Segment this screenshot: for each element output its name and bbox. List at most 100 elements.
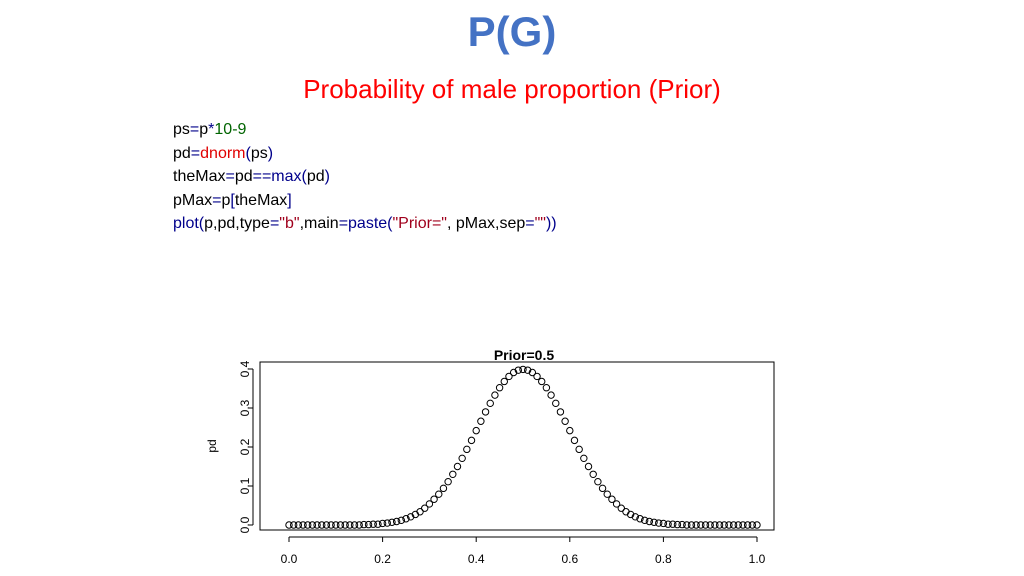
data-point (369, 520, 377, 528)
code-token: pd (173, 144, 191, 162)
code-token: p (221, 191, 231, 209)
x-tick-label: 0.8 (655, 552, 672, 566)
data-point (640, 516, 649, 525)
data-point (341, 521, 349, 529)
code-token: ( (198, 215, 205, 232)
data-point (566, 426, 574, 435)
data-point (299, 521, 307, 529)
data-point (659, 519, 668, 528)
data-point (355, 521, 363, 529)
code-token: [ (230, 191, 235, 209)
y-tick-label: 0.2 (238, 438, 252, 455)
data-point (636, 515, 644, 523)
code-token: = (269, 215, 280, 232)
code-line: theMax=pd==max(pd) (173, 165, 557, 189)
data-point (481, 408, 490, 416)
data-point (683, 521, 691, 529)
x-tick-label: 0.0 (281, 552, 298, 566)
data-point (491, 391, 499, 399)
code-token: == (252, 168, 272, 185)
code-token: "" (534, 215, 546, 232)
y-tick-label: 0.0 (238, 516, 252, 533)
y-tick-label: 0.3 (238, 399, 252, 416)
code-token: = (190, 144, 201, 162)
code-line: pMax=p[theMax] (173, 189, 557, 213)
data-point (435, 490, 443, 498)
data-point (692, 521, 700, 529)
data-point (304, 521, 312, 529)
data-point (313, 521, 321, 529)
data-point (570, 436, 579, 445)
code-line: ps=p*10-9 (173, 118, 557, 142)
x-tick-label: 0.6 (561, 552, 578, 566)
y-tick-label: 0.1 (238, 477, 252, 494)
code-token: max (271, 168, 302, 185)
data-point (318, 521, 326, 529)
data-point (547, 391, 555, 399)
data-point (500, 377, 508, 386)
data-point (416, 508, 424, 516)
data-point (346, 521, 354, 529)
data-point (472, 426, 480, 435)
data-point (388, 518, 396, 526)
x-tick-label: 0.4 (468, 552, 485, 566)
data-point (673, 520, 682, 529)
code-token: pMax (173, 191, 213, 209)
y-axis-label: pd (205, 439, 219, 452)
data-point (626, 510, 635, 519)
data-point (406, 513, 415, 521)
data-point (598, 484, 607, 493)
code-token: = (525, 215, 535, 232)
data-point (617, 504, 625, 512)
data-point (729, 521, 738, 529)
data-point (519, 365, 527, 374)
data-point (538, 377, 546, 386)
code-token: theMax (173, 168, 226, 185)
data-point (589, 470, 597, 479)
data-point (556, 408, 565, 416)
code-token: , pMax,sep (446, 215, 526, 232)
x-tick-label: 0.2 (374, 552, 391, 566)
data-point (734, 521, 742, 529)
data-point (449, 470, 457, 479)
data-point (748, 521, 757, 529)
data-point (289, 521, 298, 529)
data-point (669, 520, 677, 528)
data-point (332, 521, 340, 529)
data-point (486, 399, 494, 408)
data-point (439, 484, 448, 493)
data-point (739, 521, 747, 529)
data-point (603, 490, 611, 498)
code-token: p,pd,type (204, 215, 270, 232)
data-point (645, 517, 654, 526)
code-token: = (189, 121, 200, 138)
data-point (463, 445, 471, 454)
code-token: ,main (299, 215, 339, 232)
data-point (575, 445, 583, 454)
data-point (364, 520, 373, 529)
code-token: ( (245, 144, 251, 162)
data-point (350, 521, 359, 529)
data-point (374, 520, 382, 528)
data-point (608, 495, 616, 503)
data-point (753, 521, 761, 529)
data-point (444, 478, 452, 486)
code-token: )) (545, 215, 557, 232)
slide-subtitle: Probability of male proportion (Prior) (303, 74, 721, 104)
data-point (725, 521, 733, 529)
code-token: ) (267, 144, 274, 162)
code-token: ] (287, 191, 292, 209)
data-point (715, 521, 724, 529)
data-point (523, 366, 532, 374)
code-token: paste (348, 215, 388, 232)
code-token: ( (301, 168, 307, 185)
data-point (533, 372, 541, 381)
data-point (612, 500, 621, 508)
data-point (514, 366, 523, 374)
y-tick-label: 0.4 (238, 360, 252, 377)
data-point (711, 521, 719, 529)
code-token: = (225, 168, 235, 185)
data-point (467, 436, 476, 445)
code-token: 10-9 (214, 121, 247, 138)
data-point (552, 399, 560, 408)
